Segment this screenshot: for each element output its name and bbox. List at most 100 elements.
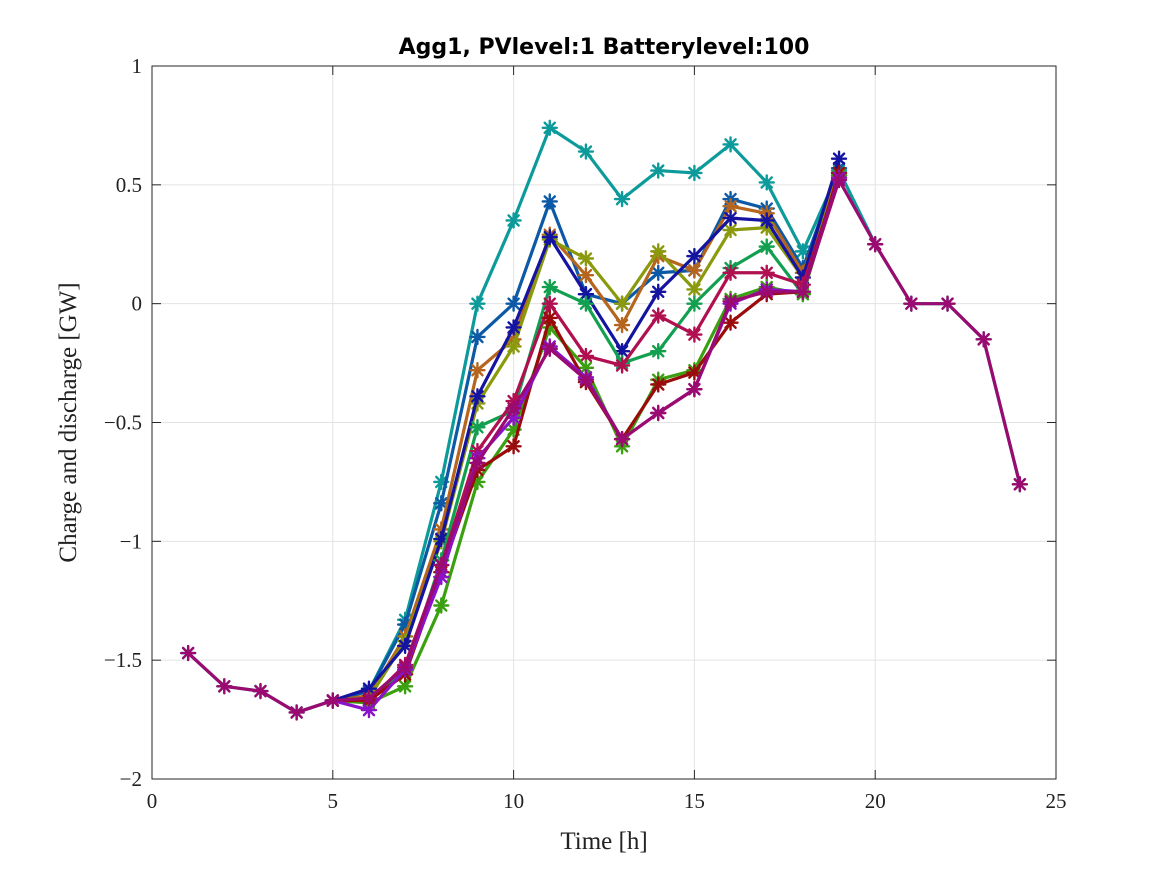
data-point-marker	[433, 521, 450, 538]
x-tick-label: 15	[684, 789, 705, 813]
data-point-marker	[758, 238, 775, 255]
data-point-marker	[722, 293, 739, 310]
data-point-marker	[541, 278, 558, 296]
data-point-marker	[650, 264, 667, 281]
data-point-marker	[830, 150, 848, 167]
data-point-marker	[613, 295, 631, 312]
data-point-marker	[577, 295, 595, 312]
axis-ticks: 0 5 10 15 20 25 −2 −1.5 −1 −0.5 0 0.5 1	[104, 54, 1067, 813]
data-point-marker	[722, 221, 739, 239]
data-point-marker	[686, 326, 703, 343]
data-point-marker	[686, 262, 703, 279]
y-tick-label: −0.5	[104, 411, 142, 435]
data-point-marker	[396, 637, 414, 655]
data-point-marker	[650, 243, 667, 260]
x-tick-label: 25	[1046, 789, 1067, 813]
data-point-marker	[650, 307, 667, 324]
data-point-marker	[288, 704, 305, 721]
data-point-marker	[758, 212, 775, 229]
data-point-marker	[469, 473, 486, 491]
data-point-marker	[577, 285, 595, 303]
data-point-marker	[396, 659, 414, 676]
data-point-marker	[867, 236, 884, 253]
grid-lines	[152, 66, 1056, 779]
y-tick-label: 0.5	[116, 173, 142, 197]
x-tick-label: 20	[865, 789, 886, 813]
data-point-marker	[975, 331, 992, 348]
data-point-marker	[613, 343, 631, 360]
data-point-marker	[577, 359, 595, 377]
data-point-marker	[541, 295, 558, 312]
data-point-marker	[577, 371, 595, 388]
x-tick-label: 10	[503, 789, 524, 813]
chart-title: Agg1, PVlevel:1 Batterylevel:100	[399, 35, 810, 60]
data-point-marker	[577, 143, 595, 160]
data-point-marker	[722, 209, 739, 227]
data-point-marker	[613, 357, 631, 374]
data-point-marker	[360, 680, 378, 697]
x-tick-label: 0	[147, 789, 158, 813]
data-point-marker	[541, 340, 558, 358]
data-point-marker	[577, 250, 595, 267]
data-point-marker	[613, 430, 631, 448]
data-point-marker	[433, 597, 450, 614]
data-point-marker	[433, 495, 450, 512]
data-point-marker	[722, 314, 739, 331]
y-tick-label: 0	[132, 292, 143, 316]
series-11	[179, 171, 1029, 721]
data-point-marker	[903, 295, 920, 312]
data-point-marker	[469, 454, 486, 472]
data-point-marker	[541, 309, 558, 327]
data-point-marker	[722, 264, 739, 281]
data-point-marker	[686, 364, 703, 381]
data-point-marker	[505, 319, 522, 336]
data-point-marker	[469, 362, 486, 379]
data-point-marker	[686, 164, 703, 182]
y-tick-label: 1	[132, 54, 143, 78]
data-point-marker	[541, 193, 558, 210]
data-point-marker	[505, 438, 522, 455]
data-point-marker	[650, 162, 667, 179]
data-point-marker	[541, 119, 558, 136]
data-point-marker	[433, 568, 450, 586]
data-point-marker	[758, 283, 775, 300]
data-point-marker	[324, 692, 341, 709]
data-point-marker	[541, 319, 558, 336]
data-point-marker	[794, 243, 812, 260]
data-point-marker	[794, 283, 812, 300]
data-point-marker	[830, 171, 848, 189]
series-line	[186, 178, 1022, 715]
data-point-marker	[433, 473, 450, 491]
data-point-marker	[469, 388, 486, 405]
data-point-marker	[686, 247, 703, 265]
data-point-marker	[722, 198, 739, 215]
data-point-marker	[686, 381, 703, 398]
data-point-marker	[469, 419, 486, 436]
data-point-marker	[939, 295, 956, 312]
data-point-marker	[722, 136, 739, 153]
data-point-marker	[505, 400, 522, 417]
data-point-marker	[360, 701, 378, 719]
data-point-marker	[505, 212, 522, 229]
data-point-marker	[613, 190, 631, 208]
data-point-marker	[577, 266, 595, 284]
data-point-marker	[1011, 476, 1029, 493]
data-point-marker	[433, 556, 450, 574]
data-point-marker	[433, 530, 450, 548]
data-point-marker	[613, 316, 631, 334]
x-axis-label: Time [h]	[560, 828, 647, 855]
y-tick-label: −1.5	[104, 648, 142, 672]
data-point-marker	[252, 682, 269, 700]
y-tick-label: −1	[120, 529, 142, 553]
x-tick-label: 5	[328, 789, 339, 813]
data-point-marker	[650, 404, 667, 422]
data-point-marker	[686, 281, 703, 298]
y-tick-label: −2	[120, 767, 142, 791]
data-point-marker	[216, 678, 233, 695]
series-group	[179, 119, 1029, 721]
data-point-marker	[505, 409, 522, 426]
data-point-marker	[505, 338, 522, 355]
data-point-marker	[505, 421, 522, 438]
data-point-marker	[577, 347, 595, 365]
